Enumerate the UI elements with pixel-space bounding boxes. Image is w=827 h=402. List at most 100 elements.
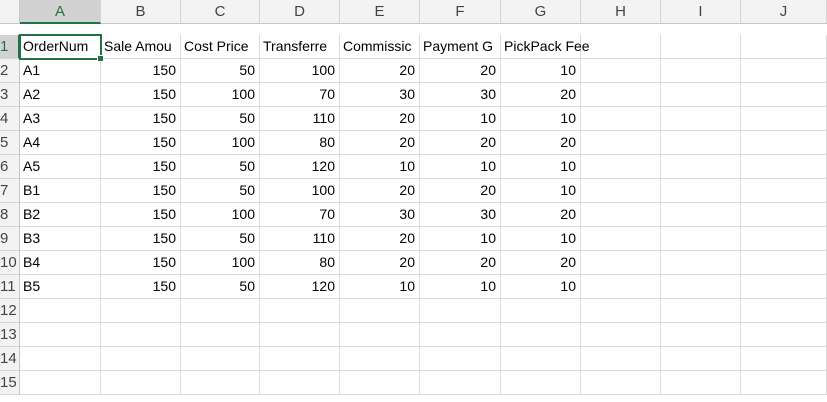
cell-h2[interactable] xyxy=(581,59,661,83)
column-header-j[interactable]: J xyxy=(741,0,827,24)
cell-j6[interactable] xyxy=(741,155,827,179)
value-cell[interactable]: 150 xyxy=(101,275,181,299)
value-cell[interactable]: 100 xyxy=(181,131,260,155)
cell-h4[interactable] xyxy=(581,107,661,131)
value-cell[interactable]: 100 xyxy=(260,59,340,83)
value-cell[interactable]: 10 xyxy=(340,155,420,179)
cell-g12[interactable] xyxy=(501,299,581,323)
value-cell[interactable]: 20 xyxy=(420,131,501,155)
value-cell[interactable]: 30 xyxy=(420,83,501,107)
value-cell[interactable]: 120 xyxy=(260,155,340,179)
value-cell[interactable]: 110 xyxy=(260,227,340,251)
value-cell[interactable]: 10 xyxy=(501,59,581,83)
row-header-7[interactable]: 7 xyxy=(0,179,20,203)
column-header-h[interactable]: H xyxy=(581,0,661,24)
cell-i3[interactable] xyxy=(661,83,741,107)
order-number-cell[interactable]: B2 xyxy=(20,203,101,227)
cell-h6[interactable] xyxy=(581,155,661,179)
header-cell[interactable]: Transferre xyxy=(260,35,340,59)
cell-a15[interactable] xyxy=(20,371,101,395)
cell-g15[interactable] xyxy=(501,371,581,395)
order-number-cell[interactable]: A2 xyxy=(20,83,101,107)
cell-j13[interactable] xyxy=(741,323,827,347)
value-cell[interactable]: 20 xyxy=(501,251,581,275)
value-cell[interactable]: 110 xyxy=(260,107,340,131)
header-cell[interactable]: Payment G xyxy=(420,35,501,59)
column-header-e[interactable]: E xyxy=(340,0,420,24)
cell-j7[interactable] xyxy=(741,179,827,203)
value-cell[interactable]: 150 xyxy=(101,83,181,107)
value-cell[interactable]: 70 xyxy=(260,203,340,227)
cell-d15[interactable] xyxy=(260,371,340,395)
header-cell[interactable]: Commissic xyxy=(340,35,420,59)
cell-j1[interactable] xyxy=(741,35,827,59)
cell-i8[interactable] xyxy=(661,203,741,227)
header-cell[interactable]: Sale Amou xyxy=(101,35,181,59)
value-cell[interactable]: 20 xyxy=(340,59,420,83)
value-cell[interactable]: 10 xyxy=(501,275,581,299)
cell-j15[interactable] xyxy=(741,371,827,395)
cell-b14[interactable] xyxy=(101,347,181,371)
cell-h5[interactable] xyxy=(581,131,661,155)
cell-f15[interactable] xyxy=(420,371,501,395)
cell-i1[interactable] xyxy=(661,35,741,59)
value-cell[interactable]: 10 xyxy=(420,107,501,131)
cell-d12[interactable] xyxy=(260,299,340,323)
value-cell[interactable]: 20 xyxy=(340,107,420,131)
row-header-9[interactable]: 9 xyxy=(0,227,20,251)
cell-i6[interactable] xyxy=(661,155,741,179)
cell-j4[interactable] xyxy=(741,107,827,131)
cell-b15[interactable] xyxy=(101,371,181,395)
order-number-cell[interactable]: A3 xyxy=(20,107,101,131)
cell-e13[interactable] xyxy=(340,323,420,347)
value-cell[interactable]: 20 xyxy=(340,131,420,155)
cell-i12[interactable] xyxy=(661,299,741,323)
value-cell[interactable]: 150 xyxy=(101,59,181,83)
value-cell[interactable]: 50 xyxy=(181,59,260,83)
row-header-13[interactable]: 13 xyxy=(0,323,20,347)
cell-j14[interactable] xyxy=(741,347,827,371)
cell-j3[interactable] xyxy=(741,83,827,107)
cell-c15[interactable] xyxy=(181,371,260,395)
value-cell[interactable]: 150 xyxy=(101,107,181,131)
cell-j9[interactable] xyxy=(741,227,827,251)
cell-g14[interactable] xyxy=(501,347,581,371)
cell-j12[interactable] xyxy=(741,299,827,323)
cell-h3[interactable] xyxy=(581,83,661,107)
column-header-f[interactable]: F xyxy=(420,0,501,24)
cell-i13[interactable] xyxy=(661,323,741,347)
order-number-cell[interactable]: B4 xyxy=(20,251,101,275)
cell-a13[interactable] xyxy=(20,323,101,347)
cell-f12[interactable] xyxy=(420,299,501,323)
cell-i5[interactable] xyxy=(661,131,741,155)
cell-e12[interactable] xyxy=(340,299,420,323)
cell-i7[interactable] xyxy=(661,179,741,203)
cell-i9[interactable] xyxy=(661,227,741,251)
row-header-4[interactable]: 4 xyxy=(0,107,20,131)
value-cell[interactable]: 120 xyxy=(260,275,340,299)
cell-h12[interactable] xyxy=(581,299,661,323)
value-cell[interactable]: 10 xyxy=(340,275,420,299)
value-cell[interactable]: 70 xyxy=(260,83,340,107)
cell-h8[interactable] xyxy=(581,203,661,227)
value-cell[interactable]: 20 xyxy=(340,251,420,275)
cell-a14[interactable] xyxy=(20,347,101,371)
row-header-14[interactable]: 14 xyxy=(0,347,20,371)
cell-g13[interactable] xyxy=(501,323,581,347)
cell-h15[interactable] xyxy=(581,371,661,395)
value-cell[interactable]: 10 xyxy=(420,227,501,251)
value-cell[interactable]: 50 xyxy=(181,227,260,251)
cell-j8[interactable] xyxy=(741,203,827,227)
row-header-15[interactable]: 15 xyxy=(0,371,20,395)
column-header-b[interactable]: B xyxy=(101,0,181,24)
value-cell[interactable]: 100 xyxy=(181,251,260,275)
cell-c14[interactable] xyxy=(181,347,260,371)
value-cell[interactable]: 20 xyxy=(420,179,501,203)
value-cell[interactable]: 10 xyxy=(501,107,581,131)
value-cell[interactable]: 150 xyxy=(101,203,181,227)
order-number-cell[interactable]: B3 xyxy=(20,227,101,251)
order-number-cell[interactable]: A1 xyxy=(20,59,101,83)
value-cell[interactable]: 80 xyxy=(260,131,340,155)
cell-b12[interactable] xyxy=(101,299,181,323)
